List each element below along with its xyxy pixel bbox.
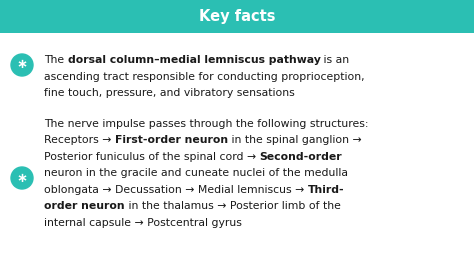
Text: Posterior funiculus of the spinal cord →: Posterior funiculus of the spinal cord → bbox=[44, 152, 260, 161]
Text: is an: is an bbox=[320, 55, 350, 65]
Text: order neuron: order neuron bbox=[44, 201, 125, 211]
Text: Third-: Third- bbox=[308, 185, 345, 194]
Text: neuron in the gracile and cuneate nuclei of the medulla: neuron in the gracile and cuneate nuclei… bbox=[44, 168, 348, 178]
Text: Receptors →: Receptors → bbox=[44, 135, 115, 145]
Circle shape bbox=[11, 167, 33, 189]
Text: The: The bbox=[44, 55, 68, 65]
Text: Key facts: Key facts bbox=[199, 9, 275, 24]
Text: First-order neuron: First-order neuron bbox=[115, 135, 228, 145]
FancyBboxPatch shape bbox=[0, 0, 474, 33]
Text: ∗: ∗ bbox=[17, 172, 27, 185]
Text: oblongata → Decussation → Medial lemniscus →: oblongata → Decussation → Medial lemnisc… bbox=[44, 185, 308, 194]
Circle shape bbox=[11, 54, 33, 76]
Text: The nerve impulse passes through the following structures:: The nerve impulse passes through the fol… bbox=[44, 119, 368, 128]
Text: in the thalamus → Posterior limb of the: in the thalamus → Posterior limb of the bbox=[125, 201, 340, 211]
Text: internal capsule → Postcentral gyrus: internal capsule → Postcentral gyrus bbox=[44, 218, 242, 227]
Text: Second-order: Second-order bbox=[260, 152, 342, 161]
Text: in the spinal ganglion →: in the spinal ganglion → bbox=[228, 135, 362, 145]
Text: dorsal column–medial lemniscus pathway: dorsal column–medial lemniscus pathway bbox=[68, 55, 320, 65]
Text: ∗: ∗ bbox=[17, 59, 27, 72]
Text: ascending tract responsible for conducting proprioception,: ascending tract responsible for conducti… bbox=[44, 72, 365, 81]
Text: fine touch, pressure, and vibratory sensations: fine touch, pressure, and vibratory sens… bbox=[44, 88, 295, 98]
